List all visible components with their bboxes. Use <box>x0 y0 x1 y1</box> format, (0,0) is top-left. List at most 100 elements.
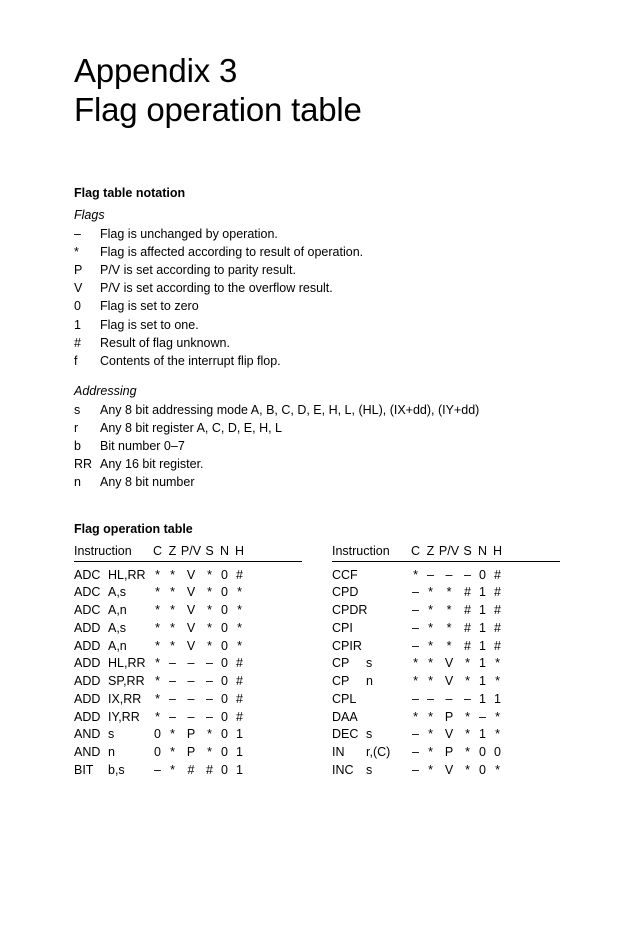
flag-z: * <box>423 602 438 620</box>
flags-notation-list: –Flag is unchanged by operation.*Flag is… <box>74 225 560 370</box>
notation-symbol: RR <box>74 455 100 473</box>
flag-s: * <box>202 726 217 744</box>
notation-description: P/V is set according to parity result. <box>100 261 560 279</box>
notation-row: 0Flag is set to zero <box>74 297 560 315</box>
flag-h: * <box>232 638 247 656</box>
flag-n: 1 <box>475 673 490 691</box>
flag-z: * <box>423 620 438 638</box>
mnemonic: ADD <box>74 673 108 691</box>
operand <box>366 567 408 585</box>
operand: n <box>366 673 408 691</box>
flag-s: * <box>460 655 475 673</box>
notation-description: Any 8 bit addressing mode A, B, C, D, E,… <box>100 401 560 419</box>
hdr-c: C <box>408 544 423 558</box>
flag-s: – <box>202 655 217 673</box>
addressing-subhead: Addressing <box>74 384 560 398</box>
notation-row: *Flag is affected according to result of… <box>74 243 560 261</box>
notation-description: Bit number 0–7 <box>100 437 560 455</box>
flag-n: 0 <box>217 567 232 585</box>
mnemonic: DAA <box>332 709 366 727</box>
flag-h: * <box>232 602 247 620</box>
mnemonic: ADD <box>74 620 108 638</box>
notation-symbol: s <box>74 401 100 419</box>
operand <box>366 602 408 620</box>
notation-description: Any 16 bit register. <box>100 455 560 473</box>
flag-h: * <box>232 584 247 602</box>
notation-description: Any 8 bit number <box>100 473 560 491</box>
operand <box>366 584 408 602</box>
title-line-1: Appendix 3 <box>74 52 237 89</box>
table-row: CCF*–––0# <box>332 567 560 585</box>
flag-c: * <box>150 638 165 656</box>
flag-pv: P <box>438 709 460 727</box>
notation-row: sAny 8 bit addressing mode A, B, C, D, E… <box>74 401 560 419</box>
flag-c: * <box>408 709 423 727</box>
operand: s <box>108 726 150 744</box>
flag-z: * <box>423 709 438 727</box>
flag-h: # <box>490 638 505 656</box>
hdr-pv: P/V <box>438 544 460 558</box>
flag-n: 0 <box>475 744 490 762</box>
flag-h: # <box>232 655 247 673</box>
flag-c: – <box>408 638 423 656</box>
operand: A,s <box>108 584 150 602</box>
flag-pv: V <box>438 655 460 673</box>
operand: r,(C) <box>366 744 408 762</box>
flag-s: – <box>460 691 475 709</box>
mnemonic: CPI <box>332 620 366 638</box>
flag-pv: V <box>438 762 460 780</box>
table-row: ANDn0*P*01 <box>74 744 302 762</box>
flag-n: – <box>475 709 490 727</box>
notation-row: fContents of the interrupt flip flop. <box>74 352 560 370</box>
table-row: CPDR–**#1# <box>332 602 560 620</box>
operand: A,s <box>108 620 150 638</box>
flag-s: – <box>202 673 217 691</box>
flag-h: # <box>490 620 505 638</box>
flag-pv: V <box>180 584 202 602</box>
flag-n: 0 <box>217 638 232 656</box>
flag-pv: V <box>180 602 202 620</box>
notation-symbol: P <box>74 261 100 279</box>
mnemonic: DEC <box>332 726 366 744</box>
flag-c: * <box>150 691 165 709</box>
hdr-instruction: Instruction <box>74 544 150 558</box>
flag-s: * <box>202 744 217 762</box>
notation-symbol: 1 <box>74 316 100 334</box>
mnemonic: ADC <box>74 567 108 585</box>
mnemonic: CP <box>332 673 366 691</box>
notation-symbol: 0 <box>74 297 100 315</box>
hdr-c: C <box>150 544 165 558</box>
flag-n: 1 <box>475 584 490 602</box>
flag-h: # <box>490 602 505 620</box>
flag-n: 0 <box>475 762 490 780</box>
flag-h: # <box>490 584 505 602</box>
flag-h: * <box>490 762 505 780</box>
flag-pv: * <box>438 602 460 620</box>
flag-z: * <box>165 567 180 585</box>
notation-symbol: – <box>74 225 100 243</box>
flag-h: # <box>232 709 247 727</box>
flag-n: 0 <box>217 744 232 762</box>
flag-n: 0 <box>217 655 232 673</box>
addressing-notation-list: sAny 8 bit addressing mode A, B, C, D, E… <box>74 401 560 492</box>
notation-row: bBit number 0–7 <box>74 437 560 455</box>
table-row: ADDA,n**V*0* <box>74 638 302 656</box>
flag-pv: * <box>438 584 460 602</box>
operand: IY,RR <box>108 709 150 727</box>
flag-pv: P <box>180 744 202 762</box>
flag-c: * <box>150 709 165 727</box>
flag-z: * <box>423 762 438 780</box>
flag-h: # <box>490 567 505 585</box>
notation-description: Flag is set to zero <box>100 297 560 315</box>
flag-n: 1 <box>475 655 490 673</box>
operand: SP,RR <box>108 673 150 691</box>
notation-row: –Flag is unchanged by operation. <box>74 225 560 243</box>
flag-n: 0 <box>217 673 232 691</box>
flag-c: – <box>408 744 423 762</box>
table-row: ADDSP,RR*–––0# <box>74 673 302 691</box>
table-row: ANDs0*P*01 <box>74 726 302 744</box>
flag-z: – <box>165 673 180 691</box>
hdr-h: H <box>490 544 505 558</box>
flag-h: 1 <box>232 762 247 780</box>
notation-heading: Flag table notation <box>74 186 560 200</box>
